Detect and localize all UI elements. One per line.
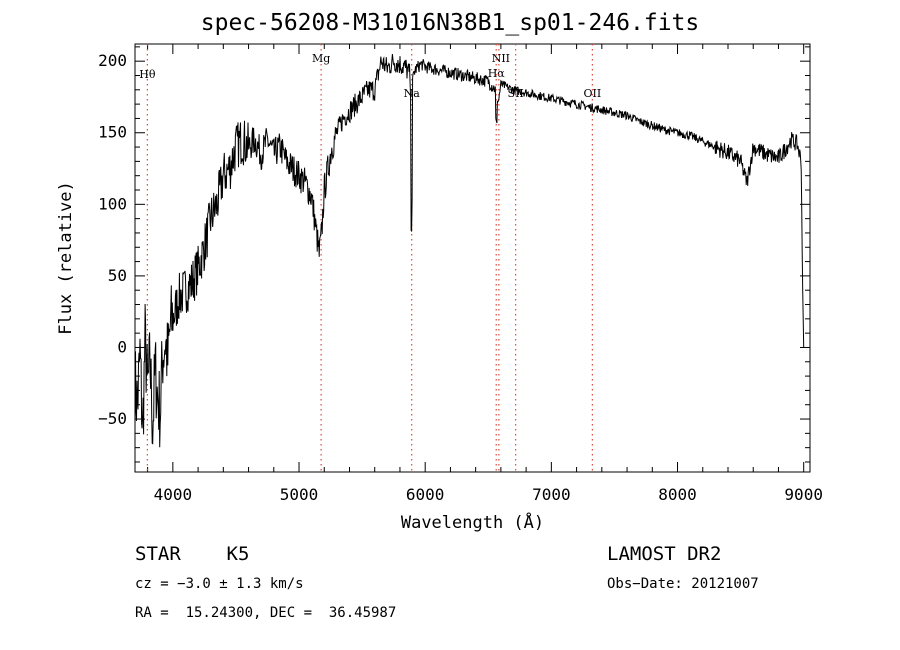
x-tick-label: 9000	[784, 485, 823, 504]
y-tick-label: 0	[117, 337, 127, 356]
spectral-line-label: Hα	[488, 67, 506, 80]
obs-date-label: Obs−Date: 20121007	[607, 576, 759, 592]
redshift-label: cz = −3.0 ± 1.3 km/s	[135, 576, 304, 592]
x-tick-label: 4000	[154, 485, 193, 504]
spectral-line-label: OII	[584, 87, 602, 100]
classification-label: STAR K5	[135, 543, 250, 565]
survey-label: LAMOST DR2	[607, 543, 722, 565]
x-tick-label: 8000	[658, 485, 697, 504]
y-tick-label: 100	[98, 194, 127, 213]
x-tick-label: 7000	[532, 485, 571, 504]
x-axis-label: Wavelength (Å)	[401, 511, 544, 533]
y-tick-label: −50	[98, 409, 127, 428]
y-axis-label: Flux (relative)	[56, 181, 76, 335]
y-tick-label: 200	[98, 51, 127, 70]
chart-title: spec-56208-M31016N38B1_sp01-246.fits	[200, 10, 700, 36]
spectrum-line	[134, 53, 805, 448]
spectral-line-label: Hθ	[139, 68, 156, 81]
coordinates-label: RA = 15.24300, DEC = 36.45987	[135, 605, 397, 621]
x-tick-label: 5000	[280, 485, 319, 504]
x-tick-label: 6000	[406, 485, 445, 504]
y-tick-label: 50	[108, 266, 127, 285]
plot-frame	[134, 43, 811, 473]
spectral-line-label: Mg	[312, 52, 330, 65]
spectral-line-label: Na	[404, 87, 421, 100]
y-tick-label: 150	[98, 123, 127, 142]
axes-group: 4000 5000 6000 7000 8000 9000 −50 0 50 100 150 200 W…	[56, 43, 823, 533]
spectrum-group	[134, 53, 805, 448]
spectral-line-label: NII	[492, 52, 510, 65]
